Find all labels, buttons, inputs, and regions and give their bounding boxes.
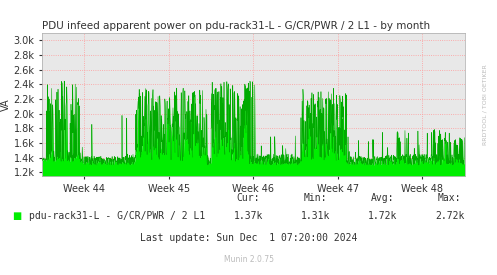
Text: Max:: Max:	[438, 193, 462, 203]
Text: ■: ■	[12, 211, 22, 221]
Text: Cur:: Cur:	[237, 193, 260, 203]
Text: RRDTOOL / TOBI OETIKER: RRDTOOL / TOBI OETIKER	[482, 64, 487, 145]
Text: Min:: Min:	[304, 193, 328, 203]
Text: Munin 2.0.75: Munin 2.0.75	[224, 255, 273, 264]
Text: 1.72k: 1.72k	[368, 211, 398, 221]
Text: Avg:: Avg:	[371, 193, 395, 203]
Text: 2.72k: 2.72k	[435, 211, 465, 221]
Text: 1.37k: 1.37k	[234, 211, 263, 221]
Text: Last update: Sun Dec  1 07:20:00 2024: Last update: Sun Dec 1 07:20:00 2024	[140, 233, 357, 243]
Y-axis label: VA: VA	[0, 98, 11, 111]
Text: pdu-rack31-L - G/CR/PWR / 2 L1: pdu-rack31-L - G/CR/PWR / 2 L1	[29, 211, 205, 221]
Text: PDU infeed apparent power on pdu-rack31-L - G/CR/PWR / 2 L1 - by month: PDU infeed apparent power on pdu-rack31-…	[42, 21, 430, 31]
Text: 1.31k: 1.31k	[301, 211, 331, 221]
